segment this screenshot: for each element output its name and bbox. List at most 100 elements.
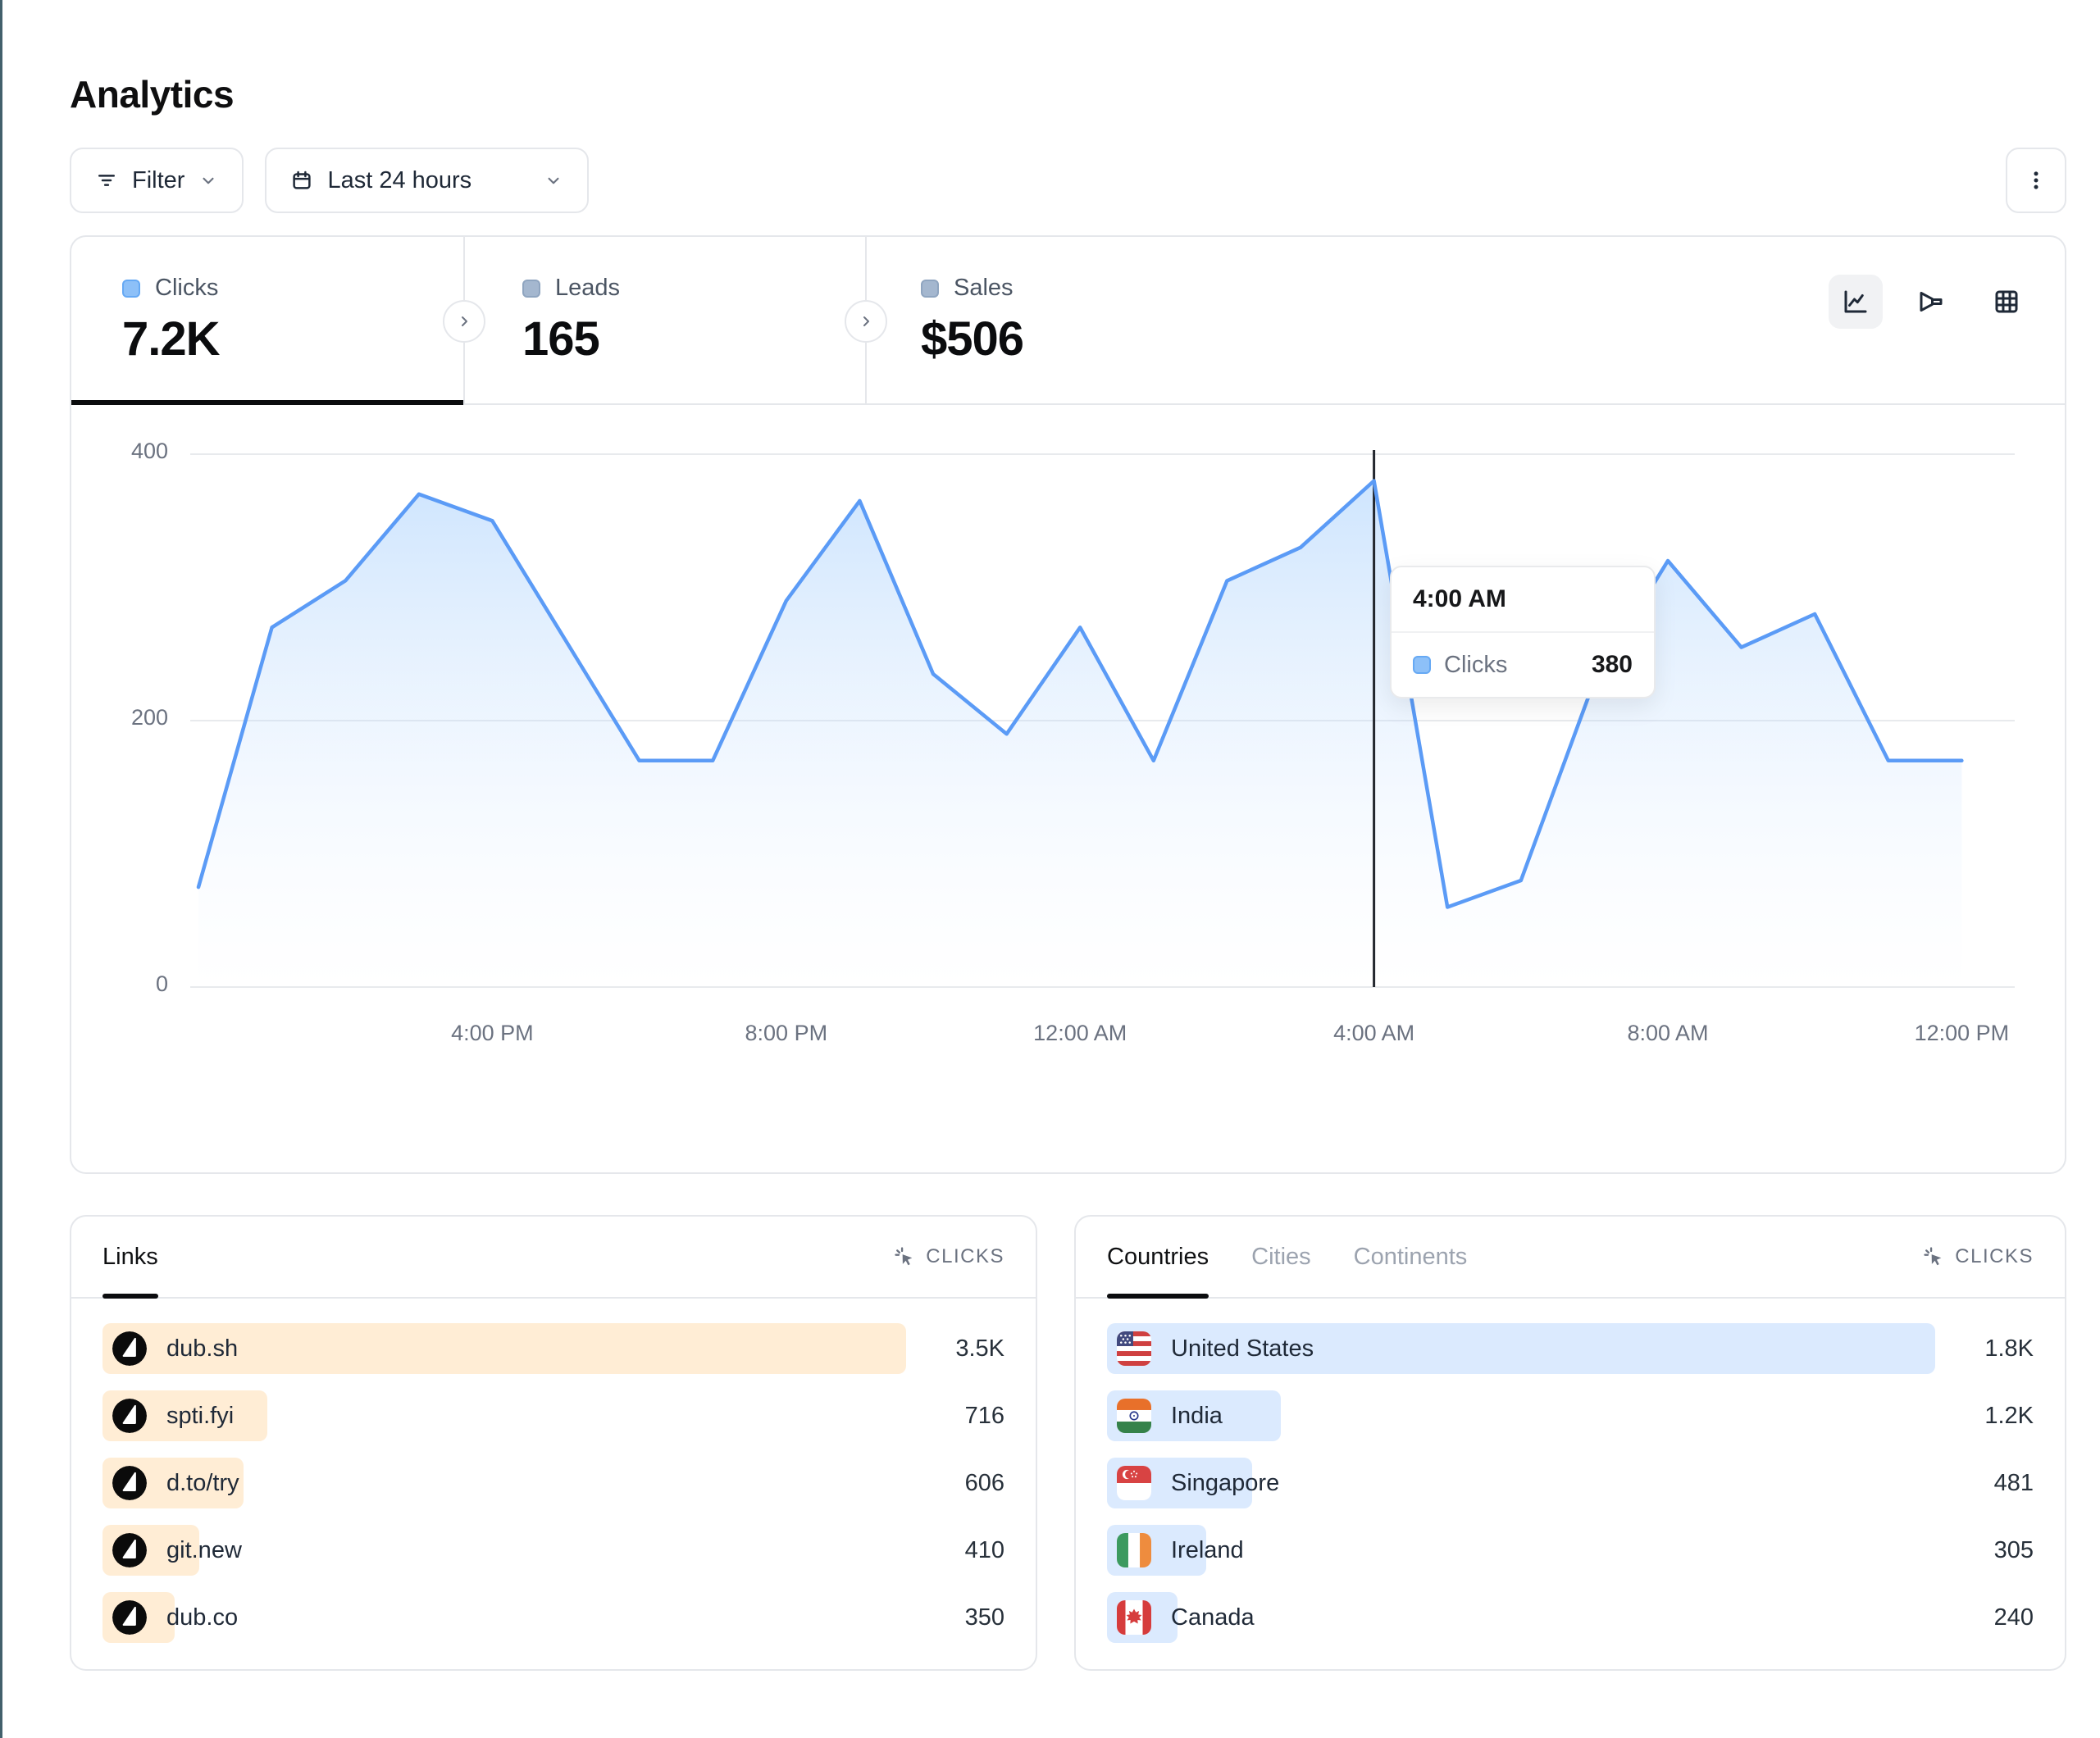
- dub-logo-icon: [112, 1466, 147, 1500]
- row-value: 1.2K: [1984, 1402, 2034, 1429]
- list-item[interactable]: Ireland 305: [1107, 1525, 2034, 1576]
- chart-type-toggle: [1829, 275, 2034, 329]
- svg-text:4:00 PM: 4:00 PM: [451, 1021, 534, 1045]
- tab-leads[interactable]: Leads 165: [465, 237, 867, 403]
- row-label: dub.co: [166, 1604, 239, 1631]
- dub-logo-icon: [112, 1399, 147, 1433]
- click-cursor-icon: [895, 1247, 913, 1266]
- leads-legend-swatch: [522, 279, 540, 298]
- chevron-down-icon: [203, 177, 214, 184]
- links-metric-label: CLICKS: [926, 1245, 1004, 1267]
- svg-text:8:00 AM: 8:00 AM: [1627, 1021, 1708, 1045]
- clicks-area-chart: 4:00 PM 8:00 PM 12:00 AM 4:00 AM 8:00 AM 12:0…: [190, 450, 2015, 1045]
- row-value: 481: [1993, 1469, 2034, 1496]
- row-label: dub.sh: [166, 1335, 239, 1362]
- expand-leads-button[interactable]: [845, 300, 887, 343]
- line-chart-toggle-button[interactable]: [1829, 275, 1883, 329]
- clicks-legend-swatch: [122, 279, 140, 298]
- analytics-card: Clicks 7.2K Leads 165 Sales $506: [70, 235, 2066, 1174]
- tab-clicks[interactable]: Clicks 7.2K: [71, 237, 465, 405]
- list-item[interactable]: dub.co 350: [102, 1592, 1004, 1643]
- list-item[interactable]: Canada 240: [1107, 1592, 2034, 1643]
- links-list: dub.sh 3.5K spti.fyi 716 d.to/try 606: [71, 1299, 1036, 1667]
- line-chart-icon: [1844, 290, 1867, 313]
- list-item[interactable]: Singapore 481: [1107, 1458, 2034, 1508]
- geo-metric-header[interactable]: CLICKS: [1922, 1245, 2034, 1268]
- sg-flag-icon: [1117, 1466, 1151, 1500]
- value-bar: [102, 1323, 906, 1374]
- tab-sales[interactable]: Sales $506: [867, 237, 2065, 403]
- row-label: d.to/try: [166, 1469, 239, 1496]
- in-flag-icon: [1117, 1399, 1151, 1433]
- geo-panel-header: Countries Cities Continents CLICKS: [1076, 1217, 2065, 1299]
- list-item[interactable]: United States 1.8K: [1107, 1323, 2034, 1374]
- svg-text:12:00 PM: 12:00 PM: [1915, 1021, 2010, 1045]
- list-item[interactable]: spti.fyi 716: [102, 1390, 1004, 1441]
- funnel-icon: [1920, 292, 1943, 312]
- links-panel: Links CLICKS dub.sh 3.5K spti.fyi: [70, 1215, 1037, 1671]
- row-label: spti.fyi: [166, 1402, 235, 1429]
- row-value: 350: [964, 1604, 1004, 1631]
- dub-logo-icon: [112, 1600, 147, 1635]
- list-item[interactable]: git.new 410: [102, 1525, 1004, 1576]
- row-value: 606: [964, 1469, 1004, 1496]
- geo-metric-label: CLICKS: [1955, 1245, 2034, 1267]
- list-item[interactable]: dub.sh 3.5K: [102, 1323, 1004, 1374]
- links-panel-header: Links CLICKS: [71, 1217, 1036, 1299]
- y-tick-label: 200: [130, 705, 168, 730]
- click-cursor-icon: [1924, 1247, 1942, 1266]
- filter-label: Filter: [132, 166, 185, 193]
- row-label: git.new: [166, 1536, 242, 1563]
- leads-label: Leads: [555, 275, 621, 301]
- calendar-icon: [293, 171, 312, 189]
- y-tick-label: 400: [130, 439, 168, 463]
- filter-button[interactable]: Filter: [70, 148, 244, 213]
- geo-list: United States 1.8K India 1.2K Singapore …: [1076, 1299, 2065, 1667]
- filter-icon: [98, 175, 115, 186]
- ca-flag-icon: [1117, 1600, 1151, 1635]
- tab-countries[interactable]: Countries: [1107, 1217, 1209, 1299]
- list-item[interactable]: India 1.2K: [1107, 1390, 2034, 1441]
- chevron-down-icon: [548, 177, 559, 184]
- svg-text:12:00 AM: 12:00 AM: [1033, 1021, 1127, 1045]
- expand-clicks-button[interactable]: [443, 300, 485, 343]
- table-view-toggle-button[interactable]: [1979, 275, 2034, 329]
- row-value: 305: [1993, 1536, 2034, 1563]
- sales-value: $506: [921, 312, 1024, 366]
- dub-logo-icon: [112, 1331, 147, 1366]
- toolbar: Filter Last 24 hours: [70, 148, 2066, 213]
- row-label: India: [1171, 1402, 1223, 1429]
- row-value: 716: [964, 1402, 1004, 1429]
- tab-cities[interactable]: Cities: [1251, 1243, 1311, 1270]
- y-tick-label: 0: [155, 971, 168, 996]
- tooltip-legend-swatch: [1413, 656, 1431, 674]
- tooltip-value: 380: [1591, 651, 1633, 678]
- dub-logo-icon: [112, 1533, 147, 1567]
- tab-links[interactable]: Links: [102, 1217, 158, 1299]
- row-label: United States: [1171, 1335, 1314, 1362]
- links-metric-header[interactable]: CLICKS: [893, 1245, 1004, 1268]
- svg-text:8:00 PM: 8:00 PM: [745, 1021, 828, 1045]
- chart-tooltip: 4:00 AM Clicks 380: [1390, 566, 1656, 698]
- list-item[interactable]: d.to/try 606: [102, 1458, 1004, 1508]
- tab-continents[interactable]: Continents: [1353, 1243, 1468, 1270]
- row-value: 410: [964, 1536, 1004, 1563]
- chevron-right-icon: [863, 316, 869, 326]
- us-flag-icon: [1117, 1331, 1151, 1366]
- funnel-chart-toggle-button[interactable]: [1904, 275, 1958, 329]
- more-options-button[interactable]: [2006, 148, 2066, 213]
- date-range-button[interactable]: Last 24 hours: [265, 148, 590, 213]
- row-label: Ireland: [1171, 1536, 1244, 1563]
- leads-value: 165: [522, 312, 600, 366]
- tooltip-time: 4:00 AM: [1392, 567, 1654, 633]
- row-label: Canada: [1171, 1604, 1255, 1631]
- row-label: Singapore: [1171, 1469, 1280, 1496]
- date-range-label: Last 24 hours: [327, 166, 472, 193]
- geo-panel: Countries Cities Continents CLICKS United …: [1074, 1215, 2066, 1671]
- grid-table-icon: [1995, 290, 2018, 313]
- row-value: 240: [1993, 1604, 2034, 1631]
- clicks-value: 7.2K: [122, 312, 221, 366]
- value-bar: [1107, 1323, 1935, 1374]
- sales-label: Sales: [954, 275, 1014, 301]
- time-series-chart[interactable]: 0 200 400 4:00 PM 8:00 PM 12:00 AM 4:00 AM 8:0…: [71, 405, 2065, 1172]
